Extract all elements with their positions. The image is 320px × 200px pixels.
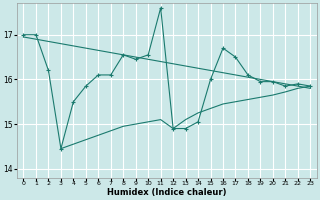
X-axis label: Humidex (Indice chaleur): Humidex (Indice chaleur) (107, 188, 227, 197)
